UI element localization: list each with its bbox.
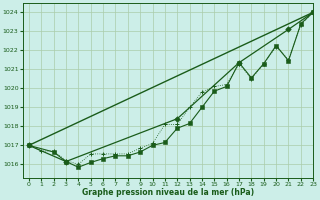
X-axis label: Graphe pression niveau de la mer (hPa): Graphe pression niveau de la mer (hPa) (82, 188, 254, 197)
